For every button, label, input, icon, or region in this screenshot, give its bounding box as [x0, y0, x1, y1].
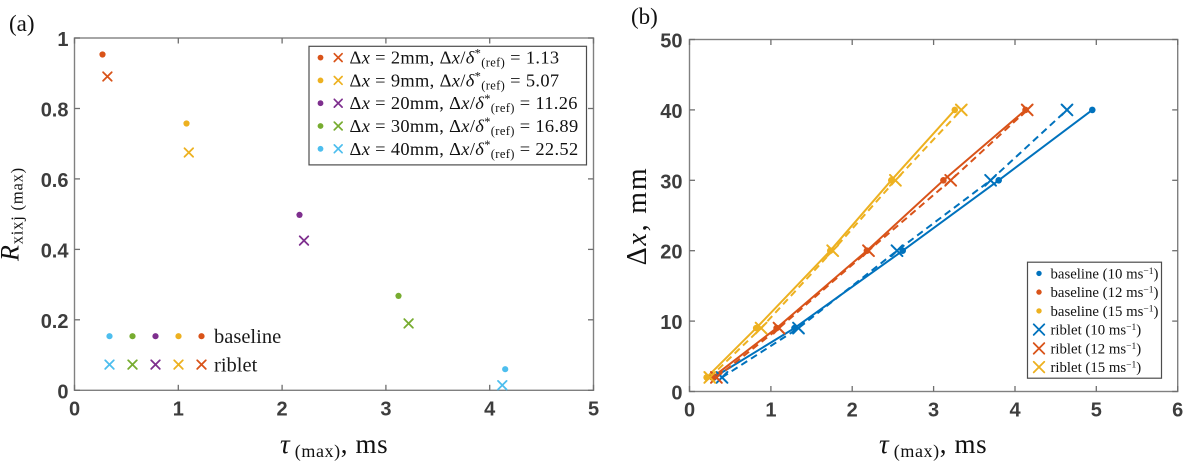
svg-text:Δx = 9mm, Δx/δ*(ref) = 5.07: Δx = 9mm, Δx/δ*(ref) = 5.07: [350, 69, 560, 92]
svg-text:1: 1: [173, 398, 184, 420]
svg-text:0: 0: [684, 400, 695, 422]
svg-text:baseline (10 ms−1): baseline (10 ms−1): [1051, 266, 1159, 282]
svg-text:(a): (a): [9, 11, 35, 36]
svg-text:(b): (b): [631, 4, 658, 29]
svg-text:20: 20: [660, 242, 682, 264]
svg-text:2: 2: [277, 398, 288, 420]
svg-text:4: 4: [484, 398, 496, 420]
svg-text:0: 0: [671, 383, 682, 405]
svg-text:baseline: baseline: [214, 326, 281, 348]
svg-text:Δx, mm: Δx, mm: [622, 167, 653, 266]
svg-text:Δx = 40mm, Δx/δ*(ref) = 22.52: Δx = 40mm, Δx/δ*(ref) = 22.52: [350, 138, 579, 161]
svg-text:5: 5: [588, 398, 599, 420]
svg-text:baseline (12 ms−1): baseline (12 ms−1): [1051, 285, 1159, 301]
svg-text:riblet (12 ms−1): riblet (12 ms−1): [1051, 341, 1142, 357]
svg-text:10: 10: [660, 312, 682, 334]
svg-text:0: 0: [57, 381, 68, 403]
svg-text:40: 40: [660, 101, 682, 123]
svg-text:baseline (15 ms−1): baseline (15 ms−1): [1051, 304, 1159, 320]
svg-text:Δx = 20mm, Δx/δ*(ref) = 11.26: Δx = 20mm, Δx/δ*(ref) = 11.26: [350, 92, 578, 115]
svg-text:0.4: 0.4: [41, 240, 70, 262]
svg-text:2: 2: [847, 400, 858, 422]
svg-text:30: 30: [660, 171, 682, 193]
svg-text:riblet (10 ms−1): riblet (10 ms−1): [1051, 323, 1142, 339]
svg-text:riblet: riblet: [214, 355, 258, 377]
svg-text:0.8: 0.8: [41, 100, 69, 122]
svg-text:τ (max), ms: τ (max), ms: [280, 429, 388, 462]
svg-text:τ (max), ms: τ (max), ms: [879, 429, 987, 462]
svg-text:1: 1: [57, 29, 68, 51]
svg-text:Rxixj (max): Rxixj (max): [0, 167, 27, 262]
svg-text:0.2: 0.2: [41, 311, 69, 333]
svg-text:riblet (15 ms−1): riblet (15 ms−1): [1051, 360, 1142, 376]
svg-text:Δx = 30mm, Δx/δ*(ref) = 16.89: Δx = 30mm, Δx/δ*(ref) = 16.89: [350, 115, 579, 138]
svg-text:3: 3: [928, 400, 939, 422]
svg-text:0: 0: [69, 398, 80, 420]
svg-text:Δx = 2mm, Δx/δ*(ref) = 1.13: Δx = 2mm, Δx/δ*(ref) = 1.13: [350, 47, 560, 70]
svg-text:1: 1: [765, 400, 776, 422]
svg-text:4: 4: [1009, 400, 1021, 422]
svg-text:0.6: 0.6: [41, 170, 69, 192]
svg-text:50: 50: [660, 31, 682, 53]
svg-text:6: 6: [1172, 400, 1183, 422]
svg-text:3: 3: [380, 398, 391, 420]
svg-text:5: 5: [1091, 400, 1102, 422]
